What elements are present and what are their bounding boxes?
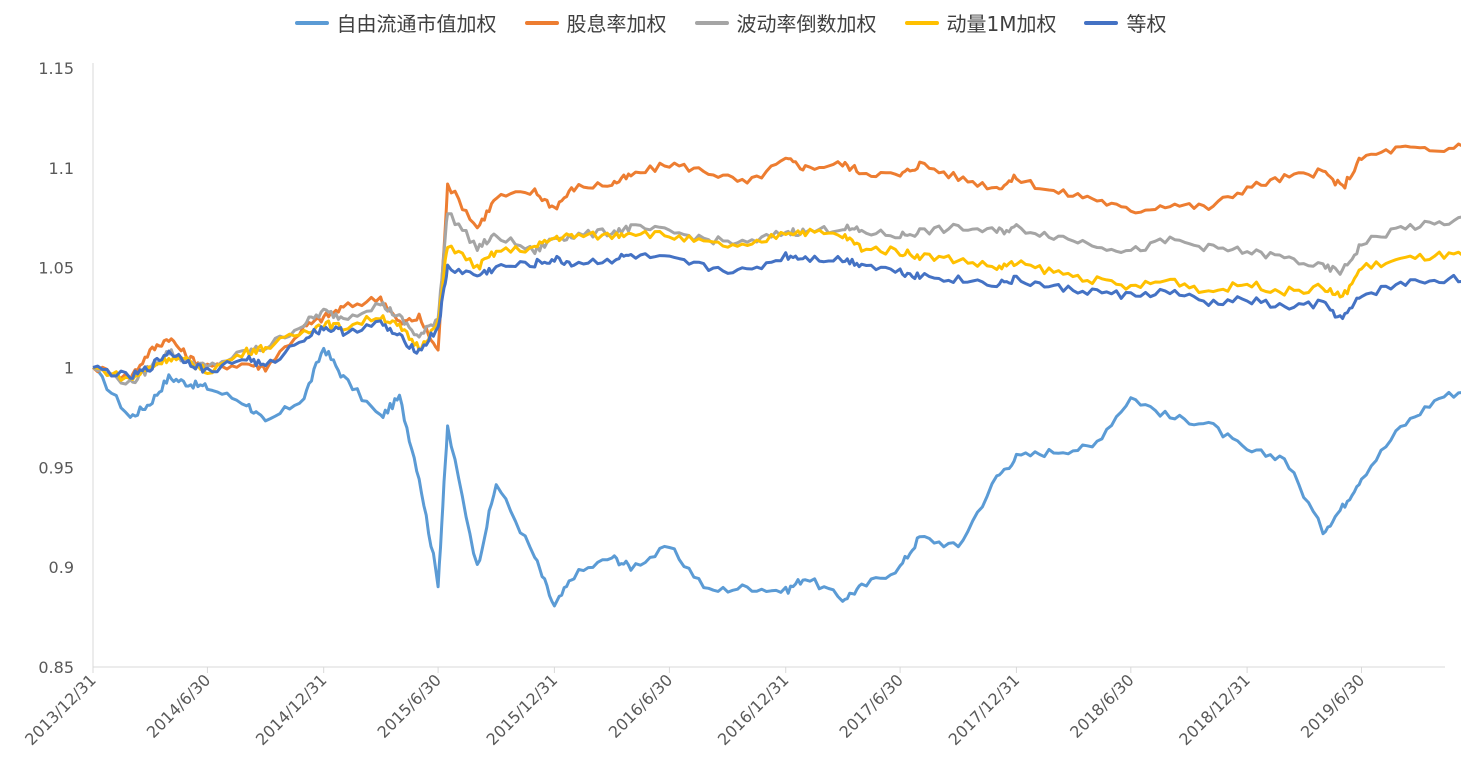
legend-item-0: 自由流通市值加权	[294, 8, 497, 37]
x-tick-label: 2015/12/31	[483, 670, 562, 749]
y-tick-label: 0.9	[49, 558, 74, 577]
x-tick-label: 2019/6/30	[1297, 670, 1368, 741]
legend-label-3: 动量1M加权	[946, 12, 1057, 36]
y-tick-label: 1	[64, 359, 74, 378]
series-line-3	[92, 227, 1461, 382]
x-tick-label: 2018/6/30	[1066, 670, 1137, 741]
legend-label-0: 自由流通市值加权	[336, 12, 497, 36]
x-tick-label: 2017/6/30	[835, 670, 906, 741]
x-tick-label: 2015/6/30	[373, 670, 444, 741]
legend: 自由流通市值加权 股息率加权 波动率倒数加权 动量1M加权 等权	[0, 8, 1461, 37]
x-tick-label: 2014/12/31	[252, 670, 331, 749]
legend-swatch-1	[524, 20, 559, 25]
y-tick-label: 1.05	[38, 259, 74, 278]
legend-label-2: 波动率倒数加权	[736, 12, 877, 36]
y-tick-label: 0.85	[38, 658, 74, 677]
series-line-0	[92, 346, 1461, 608]
x-tick-label: 2017/12/31	[945, 670, 1024, 749]
x-tick-label: 2013/12/31	[21, 670, 100, 749]
x-tick-label: 2018/12/31	[1175, 670, 1254, 749]
legend-item-3: 动量1M加权	[904, 8, 1057, 37]
legend-item-1: 股息率加权	[524, 8, 667, 37]
legend-swatch-2	[694, 20, 729, 25]
y-tick-label: 0.95	[38, 458, 74, 477]
x-tick-label: 2016/12/31	[714, 670, 793, 749]
x-tick-label: 2016/6/30	[605, 670, 676, 741]
legend-label-1: 股息率加权	[566, 12, 667, 36]
legend-swatch-3	[904, 20, 939, 25]
legend-swatch-0	[294, 20, 329, 25]
legend-item-2: 波动率倒数加权	[694, 8, 877, 37]
y-tick-label: 1.1	[49, 159, 74, 178]
y-tick-label: 1.15	[38, 59, 74, 78]
legend-label-4: 等权	[1126, 12, 1167, 36]
x-tick-label: 2014/6/30	[143, 670, 214, 741]
legend-item-4: 等权	[1084, 8, 1166, 37]
series-line-4	[92, 251, 1461, 380]
legend-swatch-4	[1084, 20, 1119, 25]
